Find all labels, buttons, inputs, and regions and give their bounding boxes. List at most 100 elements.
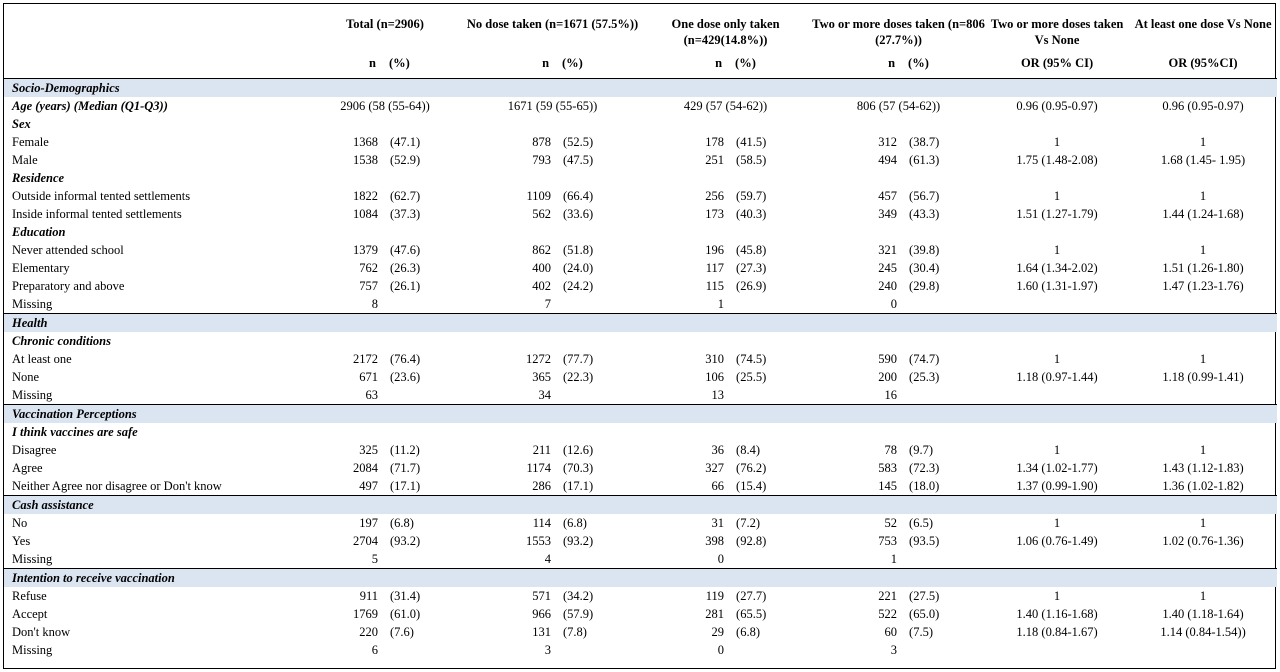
or-cell: 1.68 (1.45- 1.95)	[1160, 152, 1246, 167]
or-cell: 1.44 (1.24-1.68)	[1162, 206, 1244, 221]
percent-cell: (24.2)	[563, 278, 594, 293]
percent-cell: (93.2)	[563, 533, 594, 548]
percent-cell: (11.2)	[390, 442, 420, 457]
percent-cell	[559, 550, 639, 569]
count-cell: 400	[532, 260, 552, 275]
or-cell: 0.96 (0.95-0.97)	[1162, 98, 1244, 113]
group-header-row: Sex	[4, 115, 1277, 133]
count-cell: 196	[705, 242, 725, 257]
percent-cell: (26.3)	[390, 260, 421, 275]
or-cell: 1	[1199, 188, 1207, 203]
percent-cell: (26.9)	[736, 278, 767, 293]
table-row: At least one 2172 (76.4) 1272 (77.7) 310 (74.5…	[4, 350, 1277, 368]
percent-cell: (72.3)	[909, 460, 940, 475]
section-header-row: Socio-Demographics	[4, 77, 1278, 97]
section-title: Health	[4, 312, 1278, 332]
percent-cell: (74.7)	[909, 351, 940, 366]
count-cell: 762	[359, 260, 378, 275]
or-cell: 1	[1199, 242, 1207, 257]
count-cell: 221	[878, 588, 898, 603]
percent-cell: (40.3)	[736, 206, 767, 221]
percent-cell: (66.4)	[563, 188, 594, 203]
or-cell	[985, 386, 1129, 405]
group-header-row: Education	[4, 223, 1277, 241]
count-cell: 0	[717, 642, 725, 657]
percent-cell: (77.7)	[563, 351, 594, 366]
row-label: Agree	[12, 460, 43, 475]
percent-cell	[732, 386, 812, 405]
subheader-row: n (%) n (%) n (%) n (%) OR (95% CI) OR (…	[4, 48, 1277, 78]
count-cell: 220	[359, 624, 378, 639]
table-row: Missing 6 3 0 3	[4, 641, 1277, 659]
percent-cell	[559, 386, 639, 405]
percent-cell: (7.8)	[563, 624, 587, 639]
count-cell: 522	[878, 606, 898, 621]
count-cell: 173	[705, 206, 725, 221]
count-cell: 1769	[353, 606, 378, 621]
percent-cell: (93.2)	[390, 533, 421, 548]
table-row: Outside informal tented settlements 1822 (…	[4, 187, 1277, 205]
or-cell: 1.75 (1.48-2.08)	[1016, 152, 1098, 167]
count-cell: 878	[532, 134, 552, 149]
or-cell: 1.06 (0.76-1.49)	[1016, 533, 1098, 548]
header-two-dose: Two or more doses taken (n=806 (27.7%))	[812, 17, 985, 47]
or-cell: 1	[1053, 242, 1061, 257]
section-header-row: Cash assistance	[4, 494, 1278, 514]
subheader-blank	[4, 48, 304, 78]
group-title: Residence	[12, 170, 65, 185]
row-label: Yes	[12, 533, 31, 548]
or-cell: 1.40 (1.18-1.64)	[1162, 606, 1244, 621]
row-label: Outside informal tented settlements	[12, 188, 191, 203]
or-cell: 1	[1053, 515, 1061, 530]
section-title: Cash assistance	[4, 494, 1278, 514]
subheader-or-one: OR (95%CI)	[1168, 55, 1238, 70]
percent-cell: (31.4)	[390, 588, 421, 603]
count-cell: 0	[890, 296, 898, 311]
row-label: Don't know	[12, 624, 71, 639]
section-header-row: Intention to receive vaccination	[4, 567, 1278, 587]
percent-cell: (71.7)	[390, 460, 421, 475]
table-row: Inside informal tented settlements 1084 (3…	[4, 205, 1277, 223]
row-label: None	[12, 369, 40, 384]
count-cell: 286	[532, 478, 552, 493]
count-cell: 114	[532, 515, 552, 530]
count-cell: 2704	[353, 533, 378, 548]
count-cell: 1379	[353, 242, 378, 257]
percent-cell: (6.5)	[909, 515, 933, 530]
row-label: At least one	[12, 351, 72, 366]
count-cell: 793	[532, 152, 552, 167]
percent-cell: (6.8)	[390, 515, 414, 530]
subheader-n: n	[715, 55, 723, 70]
row-label: Age (years) (Median (Q1-Q3))	[12, 98, 168, 113]
percent-cell: (74.5)	[736, 351, 767, 366]
count-cell: 312	[878, 134, 898, 149]
percent-cell: (39.8)	[909, 242, 940, 257]
count-cell: 31	[711, 515, 725, 530]
percent-cell: (92.8)	[736, 533, 767, 548]
or-cell: 1.02 (0.76-1.36)	[1162, 533, 1244, 548]
table-row: Preparatory and above 757 (26.1) 402 (24.2) 1…	[4, 277, 1277, 295]
count-cell: 5	[371, 551, 378, 566]
or-cell: 1	[1053, 188, 1061, 203]
count-cell: 1553	[526, 533, 552, 548]
or-cell: 1	[1053, 134, 1061, 149]
median-cell: 1671 (59 (55-65))	[507, 98, 598, 113]
subheader-n: n	[542, 55, 550, 70]
or-cell: 1.34 (1.02-1.77)	[1016, 460, 1098, 475]
or-cell: 1.51 (1.27-1.79)	[1016, 206, 1098, 221]
percent-cell: (61.0)	[390, 606, 421, 621]
count-cell: 115	[705, 278, 725, 293]
table-row: Yes 2704 (93.2) 1553 (93.2) 398 (92.8) 753 (93.5…	[4, 532, 1277, 550]
table-row: Accept 1769 (61.0) 966 (57.9) 281 (65.5) 522 (65…	[4, 605, 1277, 623]
count-cell: 106	[705, 369, 725, 384]
row-label: Missing	[12, 642, 53, 657]
row-label: Never attended school	[12, 242, 124, 257]
count-cell: 13	[711, 387, 725, 402]
header-one-dose: One dose only taken (n=429(14.8%))	[671, 17, 780, 47]
count-cell: 60	[884, 624, 898, 639]
or-cell: 1.64 (1.34-2.02)	[1016, 260, 1098, 275]
count-cell: 1084	[353, 206, 378, 221]
percent-cell: (76.2)	[736, 460, 767, 475]
percent-cell: (38.7)	[909, 134, 940, 149]
percent-cell: (45.8)	[736, 242, 767, 257]
